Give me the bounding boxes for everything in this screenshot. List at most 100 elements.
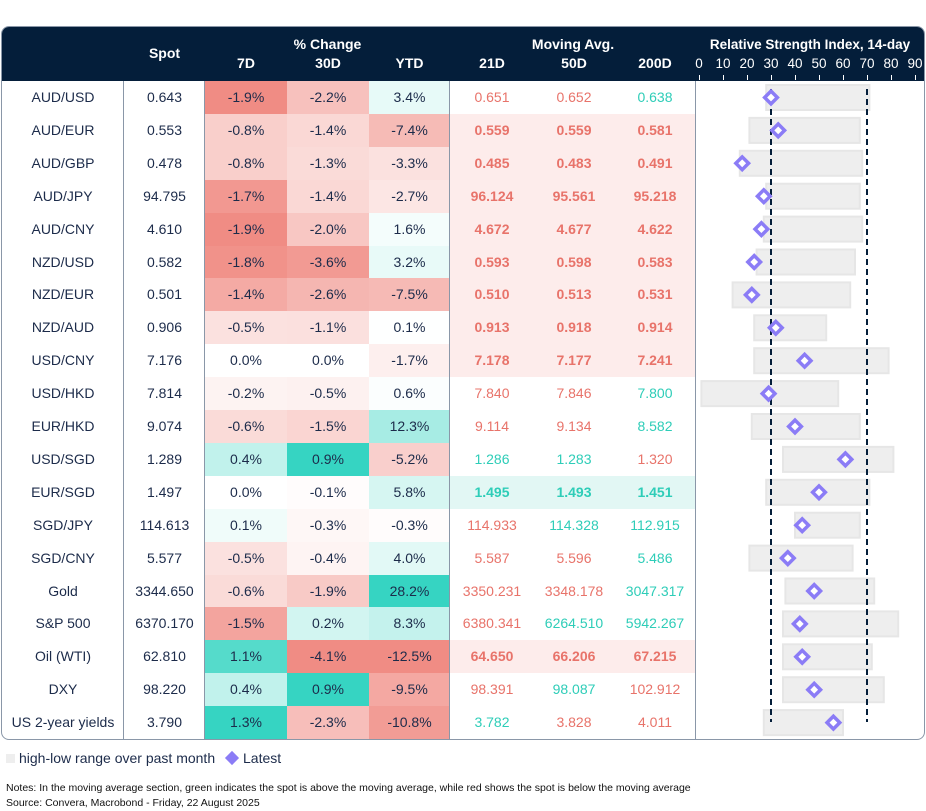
moving-avg-cell: 1.286 (474, 450, 510, 467)
pct-change-cell: -0.2% (205, 377, 287, 411)
moving-avg-cell: 3.828 (556, 714, 592, 731)
pct-change-cell: -0.1% (287, 475, 369, 509)
moving-avg-cell: 6264.510 (544, 615, 604, 632)
moving-avg-cell: 1.283 (556, 450, 592, 467)
spot-value: 1.497 (146, 483, 183, 500)
moving-avg-cell: 3348.178 (544, 582, 604, 599)
moving-avg-cell: 1.451 (637, 483, 673, 500)
spot-value: 3.790 (146, 714, 183, 731)
pct-change-cell: 0.1% (369, 311, 450, 345)
footer: Notes: In the moving average section, gr… (6, 781, 691, 811)
moving-avg-cell: 0.485 (474, 154, 510, 171)
pct-change-cell: 0.2% (287, 607, 369, 641)
rsi-tick-mark (843, 75, 844, 80)
moving-avg-cell: 4.672 (474, 220, 510, 237)
table-row: NZD/EUR 0.501 -1.4% -2.6% -7.5% 0.510 0.513 0.5… (2, 278, 924, 312)
pct-change-cell: -0.8% (205, 113, 287, 147)
rsi-latest-marker (733, 154, 752, 173)
moving-avg-cell: 7.241 (637, 352, 673, 369)
pct-change-cell: 8.3% (369, 607, 450, 641)
rsi-latest-marker (805, 680, 824, 699)
table-row: S&P 500 6370.170 -1.5% 0.2% 8.3% 6380.341 6264… (2, 607, 924, 641)
rsi-latest-marker (795, 351, 814, 370)
pct-change-cell: -1.7% (369, 344, 450, 378)
instrument-name: Oil (WTI) (35, 648, 91, 665)
instrument-name: DXY (48, 681, 78, 698)
pct-change-cell: -1.3% (287, 146, 369, 180)
rsi-latest-marker (762, 88, 780, 107)
table-row: EUR/HKD 9.074 -0.6% -1.5% 12.3% 9.114 9.134 8.5… (2, 410, 924, 443)
rsi-latest-marker (824, 713, 843, 732)
table-frame: Spot % Change 7D 30D YTD Moving Avg. 21D… (1, 26, 925, 740)
spot-value: 1.289 (146, 450, 183, 467)
moving-avg-cell: 8.582 (637, 418, 673, 434)
pct-change-cell: 1.3% (205, 706, 287, 739)
ma-highlight (450, 640, 696, 674)
pct-change-cell: -10.8% (369, 706, 450, 739)
spot-value: 62.810 (143, 648, 186, 665)
moving-avg-cell: 112.915 (630, 516, 680, 533)
moving-avg-cell: 0.593 (474, 253, 510, 270)
instrument-name: Gold (48, 582, 78, 599)
spot-value: 0.643 (146, 89, 183, 105)
divider (695, 81, 696, 739)
moving-avg-cell: 64.650 (470, 648, 514, 665)
moving-avg-cell: 4.622 (637, 220, 673, 237)
pct-change-cell: -12.5% (369, 640, 450, 674)
pct-change-cell: -1.4% (205, 278, 287, 312)
rsi-tick-mark (747, 75, 748, 80)
pct-change-cell: -0.3% (369, 508, 450, 542)
rsi-tick-mark (915, 75, 916, 80)
pct-change-cell: -1.9% (205, 212, 287, 246)
rsi-tick-label: 20 (739, 56, 755, 71)
pct-change-cell: -1.8% (205, 245, 287, 279)
ma-highlight (450, 475, 696, 509)
spot-value: 0.906 (146, 319, 183, 336)
ma-highlight (450, 179, 696, 213)
ma-highlight (450, 245, 696, 279)
pct-change-cell: -1.4% (287, 179, 369, 213)
moving-avg-cell: 0.638 (637, 89, 673, 105)
pct-change-cell: 0.6% (369, 377, 450, 411)
table-row: SGD/CNY 5.577 -0.5% -0.4% 4.0% 5.587 5.596 5.48… (2, 541, 924, 575)
spot-value: 7.176 (146, 352, 183, 369)
ma-highlight (450, 311, 696, 345)
spot-value: 4.610 (146, 220, 183, 237)
rsi-tick-label: 80 (883, 56, 899, 71)
rsi-tick-mark (891, 75, 892, 80)
moving-avg-cell: 1.320 (637, 450, 673, 467)
pct-change-cell: 5.8% (369, 475, 450, 509)
moving-avg-cell: 0.583 (637, 253, 673, 270)
table-row: USD/SGD 1.289 0.4% 0.9% -5.2% 1.286 1.283 1.320 (2, 442, 924, 476)
pct-change-cell: -0.8% (205, 146, 287, 180)
pct-change-cell: -4.1% (287, 640, 369, 674)
rsi-tick-mark (795, 75, 796, 80)
pct-change-cell: -2.2% (287, 81, 369, 114)
pct-change-cell: -5.2% (369, 442, 450, 476)
table-row: NZD/AUD 0.906 -0.5% -1.1% 0.1% 0.913 0.918 0.91… (2, 311, 924, 345)
pct-change-cell: -7.4% (369, 113, 450, 147)
moving-avg-cell: 114.328 (549, 516, 599, 533)
rsi-tick-mark (699, 75, 700, 80)
pct-change-cell: -2.3% (287, 706, 369, 739)
spot-value: 0.582 (146, 253, 183, 270)
header-spot: Spot (148, 45, 181, 61)
instrument-name: NZD/EUR (31, 286, 95, 303)
rsi-range-bar (750, 413, 861, 440)
pct-change-cell: -1.1% (287, 311, 369, 345)
pct-change-cell: 0.0% (287, 344, 369, 378)
pct-change-cell: 0.9% (287, 442, 369, 476)
legend-range: high-low range over past month (19, 750, 216, 766)
moving-avg-cell: 0.483 (556, 154, 592, 171)
spot-value: 0.478 (146, 154, 183, 171)
instrument-name: USD/SGD (31, 450, 95, 467)
moving-avg-cell: 0.531 (637, 286, 673, 303)
pct-change-cell: -1.5% (287, 410, 369, 443)
table-header: Spot % Change 7D 30D YTD Moving Avg. 21D… (2, 27, 924, 81)
pct-change-cell: -0.6% (205, 410, 287, 443)
pct-change-cell: -2.7% (369, 179, 450, 213)
moving-avg-cell: 0.581 (637, 121, 673, 138)
moving-avg-cell: 95.218 (633, 187, 677, 204)
instrument-name: AUD/GBP (31, 154, 95, 171)
rsi-latest-marker (810, 483, 828, 502)
